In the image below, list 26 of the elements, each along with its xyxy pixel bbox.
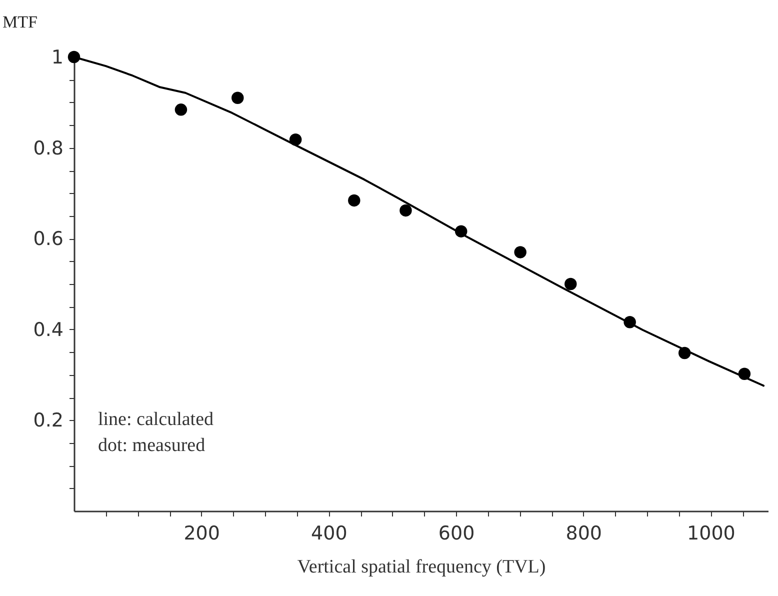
point bbox=[68, 50, 80, 64]
x-tick-label: 800 bbox=[566, 522, 602, 544]
x-tick-label: 200 bbox=[184, 522, 220, 544]
point bbox=[232, 92, 244, 104]
point bbox=[624, 316, 636, 328]
y-tick-label: 0.4 bbox=[33, 318, 64, 341]
annotation: dot: measured bbox=[98, 435, 206, 456]
y-tick-label: 0.8 bbox=[33, 137, 64, 160]
y-tick-label: 1 bbox=[51, 46, 64, 68]
x-tick-label: 1000 bbox=[687, 522, 736, 544]
x-tick-label: 400 bbox=[311, 522, 348, 544]
y-tick-label: 0.2 bbox=[33, 410, 64, 432]
point bbox=[400, 204, 412, 217]
point bbox=[174, 104, 188, 116]
x-axis-title: Vertical spatial frequency (TVL) bbox=[297, 556, 546, 578]
point bbox=[289, 134, 302, 146]
point bbox=[514, 246, 526, 258]
point bbox=[738, 368, 751, 380]
y-tick-label: 0.6 bbox=[33, 228, 64, 250]
point bbox=[678, 346, 691, 360]
point bbox=[564, 278, 577, 290]
y-axis-title: MTF bbox=[2, 12, 38, 32]
annotation: line: calculated bbox=[98, 409, 214, 430]
x-tick-label: 600 bbox=[438, 522, 475, 544]
point bbox=[454, 225, 468, 238]
point bbox=[348, 194, 360, 207]
